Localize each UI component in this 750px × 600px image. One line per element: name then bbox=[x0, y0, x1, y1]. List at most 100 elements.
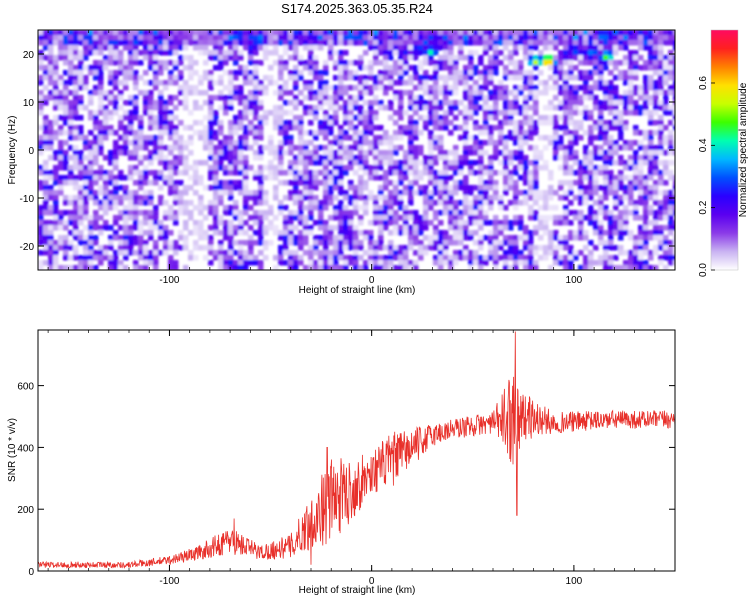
heatmap-cell bbox=[38, 35, 44, 41]
heatmap-cell bbox=[478, 130, 484, 136]
heatmap-cell bbox=[638, 230, 644, 236]
heatmap-cell bbox=[288, 165, 294, 171]
heatmap-cell bbox=[78, 100, 84, 106]
heatmap-cell bbox=[213, 65, 219, 71]
heatmap-cell bbox=[188, 35, 194, 41]
heatmap-cell bbox=[213, 190, 219, 196]
heatmap-cell bbox=[133, 150, 139, 156]
heatmap-cell bbox=[253, 200, 259, 206]
heatmap-cell bbox=[513, 95, 519, 101]
heatmap-cell bbox=[648, 75, 654, 81]
heatmap-cell bbox=[348, 110, 354, 116]
heatmap-cell bbox=[243, 165, 249, 171]
heatmap-cell bbox=[253, 175, 259, 181]
heatmap-cell bbox=[443, 35, 449, 41]
heatmap-cell bbox=[533, 190, 539, 196]
heatmap-cell bbox=[198, 235, 204, 241]
heatmap-cell bbox=[568, 265, 574, 270]
heatmap-cell bbox=[433, 70, 439, 76]
heatmap-cell bbox=[113, 265, 119, 270]
heatmap-cell bbox=[558, 240, 564, 246]
heatmap-cell bbox=[608, 190, 614, 196]
heatmap-cell bbox=[73, 195, 79, 201]
heatmap-cell bbox=[123, 190, 129, 196]
heatmap-cell bbox=[68, 115, 74, 121]
heatmap-cell bbox=[413, 250, 419, 256]
heatmap-cell bbox=[658, 115, 664, 121]
heatmap-cell bbox=[358, 110, 364, 116]
heatmap-cell bbox=[363, 235, 369, 241]
heatmap-cell bbox=[668, 150, 674, 156]
heatmap-cell bbox=[368, 105, 374, 111]
heatmap-cell bbox=[533, 265, 539, 270]
heatmap-cell bbox=[458, 30, 464, 36]
heatmap-cell bbox=[618, 235, 624, 241]
heatmap-cell bbox=[383, 180, 389, 186]
heatmap-cell bbox=[513, 240, 519, 246]
heatmap-cell bbox=[358, 265, 364, 270]
heatmap-cell bbox=[118, 125, 124, 131]
heatmap-cell bbox=[578, 100, 584, 106]
heatmap-cell bbox=[663, 255, 669, 261]
heatmap-cell bbox=[583, 85, 589, 91]
heatmap-cell bbox=[333, 265, 339, 270]
heatmap-cell bbox=[283, 150, 289, 156]
heatmap-cell bbox=[38, 250, 44, 256]
heatmap-cell bbox=[593, 220, 599, 226]
heatmap-cell bbox=[508, 255, 514, 261]
heatmap-cell bbox=[658, 255, 664, 261]
heatmap-cell bbox=[568, 255, 574, 261]
heatmap-cell bbox=[208, 55, 214, 61]
heatmap-cell bbox=[163, 65, 169, 71]
heatmap-cell bbox=[153, 60, 159, 66]
heatmap-cell bbox=[293, 240, 299, 246]
heatmap-cell bbox=[368, 90, 374, 96]
heatmap-cell bbox=[253, 40, 259, 46]
heatmap-cell bbox=[293, 200, 299, 206]
heatmap-cell bbox=[603, 230, 609, 236]
heatmap-cell bbox=[373, 215, 379, 221]
heatmap-cell bbox=[503, 90, 509, 96]
heatmap-cell bbox=[218, 75, 224, 81]
heatmap-cell bbox=[63, 90, 69, 96]
heatmap-cell bbox=[308, 195, 314, 201]
heatmap-cell bbox=[103, 95, 109, 101]
heatmap-cell bbox=[573, 160, 579, 166]
heatmap-cell bbox=[153, 55, 159, 61]
heatmap-cell bbox=[173, 115, 179, 121]
colorbar-tick-label: 0.4 bbox=[698, 138, 709, 152]
heatmap-cell bbox=[643, 155, 649, 161]
heatmap-cell bbox=[433, 35, 439, 41]
heatmap-cell bbox=[83, 185, 89, 191]
heatmap-cell bbox=[308, 260, 314, 266]
heatmap-cell bbox=[568, 100, 574, 106]
heatmap-cell bbox=[493, 55, 499, 61]
heatmap-cell bbox=[163, 250, 169, 256]
heatmap-cell bbox=[268, 35, 274, 41]
heatmap-cell bbox=[513, 85, 519, 91]
heatmap-cell bbox=[378, 40, 384, 46]
heatmap-cell bbox=[598, 60, 604, 66]
heatmap-cell bbox=[353, 135, 359, 141]
heatmap-cell bbox=[468, 205, 474, 211]
heatmap-cell bbox=[128, 55, 134, 61]
heatmap-cell bbox=[243, 105, 249, 111]
heatmap-cell bbox=[558, 65, 564, 71]
heatmap-cell bbox=[283, 100, 289, 106]
heatmap-cell bbox=[533, 110, 539, 116]
heatmap-cell bbox=[393, 150, 399, 156]
heatmap-cell bbox=[318, 85, 324, 91]
heatmap-cell bbox=[123, 235, 129, 241]
heatmap-cell bbox=[468, 115, 474, 121]
heatmap-cell bbox=[633, 130, 639, 136]
heatmap-cell bbox=[138, 155, 144, 161]
heatmap-cell bbox=[613, 50, 619, 56]
heatmap-cell bbox=[493, 185, 499, 191]
heatmap-cell bbox=[108, 200, 114, 206]
heatmap-cell bbox=[273, 215, 279, 221]
heatmap-cell bbox=[253, 110, 259, 116]
heatmap-cell bbox=[258, 125, 264, 131]
heatmap-cell bbox=[133, 30, 139, 36]
heatmap-cell bbox=[43, 180, 49, 186]
heatmap-cell bbox=[93, 155, 99, 161]
